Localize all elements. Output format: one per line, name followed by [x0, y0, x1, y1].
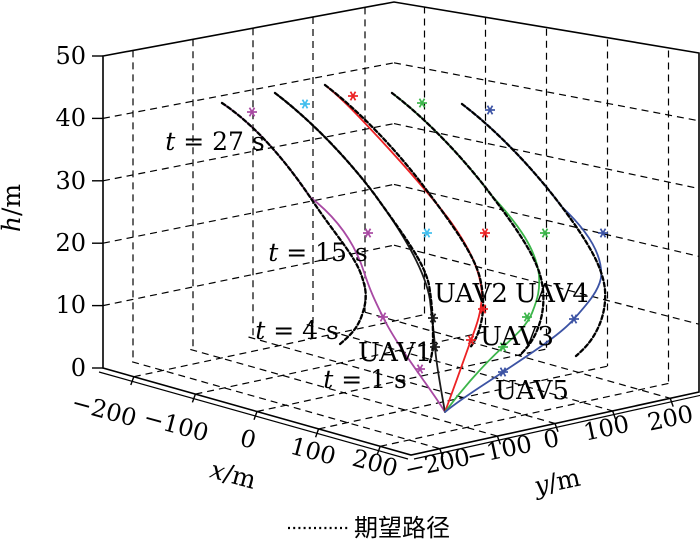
- y-tick-1: −100: [464, 430, 534, 471]
- x-tick-0: −200: [69, 388, 140, 432]
- legend-label-desired-path: 期望路径: [354, 514, 450, 542]
- uav-labels: UAV1 UAV2 UAV3 UAV4 UAV5: [358, 279, 589, 406]
- y-tick-3: 100: [581, 410, 632, 447]
- annotation-t27: t = 27 s: [165, 127, 264, 156]
- x-axis-ticks: [130, 376, 381, 455]
- annotation-t4: t = 4 s: [255, 316, 339, 345]
- h-tick-0: 0: [71, 354, 86, 382]
- h-axis-ticks: [92, 55, 103, 369]
- x-tick-2: 0: [237, 424, 259, 455]
- time-annotations: t = 27 s t = 15 s t = 4 s t = 1 s: [165, 127, 407, 394]
- grid-lines: [102, 6, 700, 450]
- y-axis-ruler: [413, 394, 700, 460]
- x-axis-label: x/m: [207, 455, 259, 495]
- legend: 期望路径: [288, 514, 450, 542]
- uav2-label: UAV2: [434, 279, 508, 309]
- x-axis-tick-labels: −200 −100 0 100 200: [69, 388, 401, 483]
- desired-path-5: [460, 102, 607, 358]
- y-axis-ticks: [439, 398, 674, 458]
- h-tick-30: 30: [55, 167, 86, 195]
- desired-path-4: [390, 91, 545, 357]
- desired-path-1: [220, 101, 367, 347]
- h-tick-20: 20: [55, 229, 86, 257]
- h-tick-10: 10: [55, 291, 86, 319]
- x-axis-ruler: [98, 371, 409, 460]
- annotation-t1: t = 1 s: [323, 365, 407, 394]
- y-tick-4: 200: [645, 400, 696, 437]
- x-tick-1: −100: [141, 403, 212, 447]
- uav5-label: UAV5: [495, 376, 569, 406]
- h-tick-50: 50: [55, 42, 86, 70]
- y-tick-0: −200: [402, 443, 472, 484]
- uav3-label: UAV3: [480, 322, 554, 352]
- desired-path-2: [273, 91, 435, 364]
- desired-paths: [220, 83, 607, 364]
- h-axis-tick-labels: 0 10 20 30 40 50: [55, 42, 86, 382]
- uav4-label: UAV4: [515, 279, 589, 309]
- annotation-t15: t = 15 s: [268, 238, 367, 267]
- h-tick-40: 40: [55, 104, 86, 132]
- uav1-label: UAV1: [358, 338, 432, 368]
- h-axis-label: h/m: [0, 184, 26, 233]
- desired-path-3: [323, 83, 485, 350]
- y-axis-label: y/m: [531, 463, 584, 501]
- y-tick-2: 0: [541, 424, 562, 455]
